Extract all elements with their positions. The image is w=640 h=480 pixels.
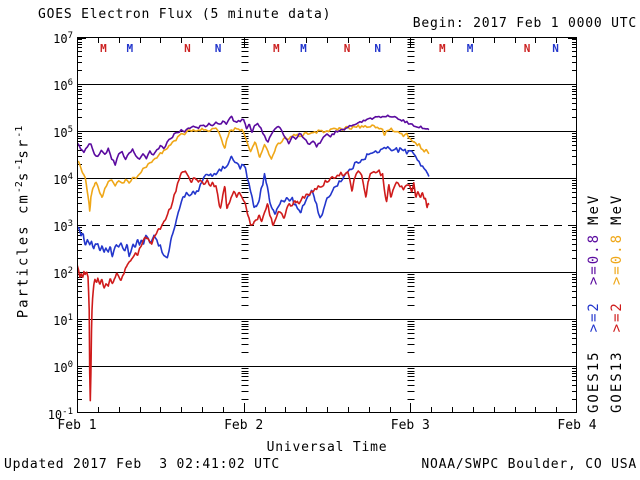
event-marker-n: N	[344, 42, 351, 55]
legend-column-goes15: GOES15 >=2 >=0.8 MeV	[586, 141, 602, 413]
y-tick-label: 101	[53, 313, 73, 328]
begin-time-label: Begin: 2017 Feb 1 0000 UTC	[412, 16, 637, 31]
plot-frame	[77, 37, 577, 413]
y-tick-label: 106	[53, 78, 73, 93]
event-marker-n: N	[552, 42, 559, 55]
series-goes15-0.8-mev	[78, 114, 430, 166]
y-tick-label: 10-1	[47, 407, 73, 422]
legend-entry: MeV	[609, 193, 625, 225]
y-tick-label: 105	[53, 125, 73, 140]
event-marker-m: M	[100, 42, 107, 55]
event-marker-m: M	[273, 42, 280, 55]
series-goes13-0.8-mev	[78, 124, 430, 212]
x-tick-label: Feb 4	[557, 418, 597, 433]
y-tick-label: 103	[53, 219, 73, 234]
legend-entry: >=0.8	[586, 232, 602, 286]
legend-entry: MeV	[586, 193, 602, 225]
event-marker-m: M	[126, 42, 133, 55]
legend-column-goes13: GOES13 >=2 >=0.8 MeV	[609, 141, 625, 413]
y-tick-label: 102	[53, 266, 73, 281]
legend-entry: >=0.8	[609, 232, 625, 286]
legend-entry: >=2	[609, 301, 625, 333]
event-marker-n: N	[184, 42, 191, 55]
legend-entry: >=2	[586, 301, 602, 333]
series-goes13-2-mev	[78, 169, 430, 402]
y-tick-label: 107	[53, 31, 73, 46]
series-goes15-2-mev	[78, 145, 430, 259]
updated-timestamp: Updated 2017 Feb 3 02:41:02 UTC	[4, 457, 281, 472]
event-marker-n: N	[374, 42, 381, 55]
event-marker-n: N	[215, 42, 222, 55]
x-tick-label: Feb 1	[57, 418, 97, 433]
event-marker-m: M	[467, 42, 474, 55]
event-marker-m: M	[300, 42, 307, 55]
y-tick-label: 100	[53, 360, 73, 375]
x-tick-label: Feb 3	[390, 418, 430, 433]
legend-entry: GOES15	[586, 350, 602, 413]
y-tick-label: 104	[53, 172, 73, 187]
x-tick-label: Feb 2	[224, 418, 264, 433]
event-marker-m: M	[439, 42, 446, 55]
event-marker-n: N	[524, 42, 531, 55]
credit-label: NOAA/SWPC Boulder, CO USA	[421, 457, 637, 472]
legend-entry: GOES13	[609, 350, 625, 413]
chart-title: GOES Electron Flux (5 minute data)	[38, 7, 332, 22]
x-axis-label: Universal Time	[266, 440, 388, 455]
